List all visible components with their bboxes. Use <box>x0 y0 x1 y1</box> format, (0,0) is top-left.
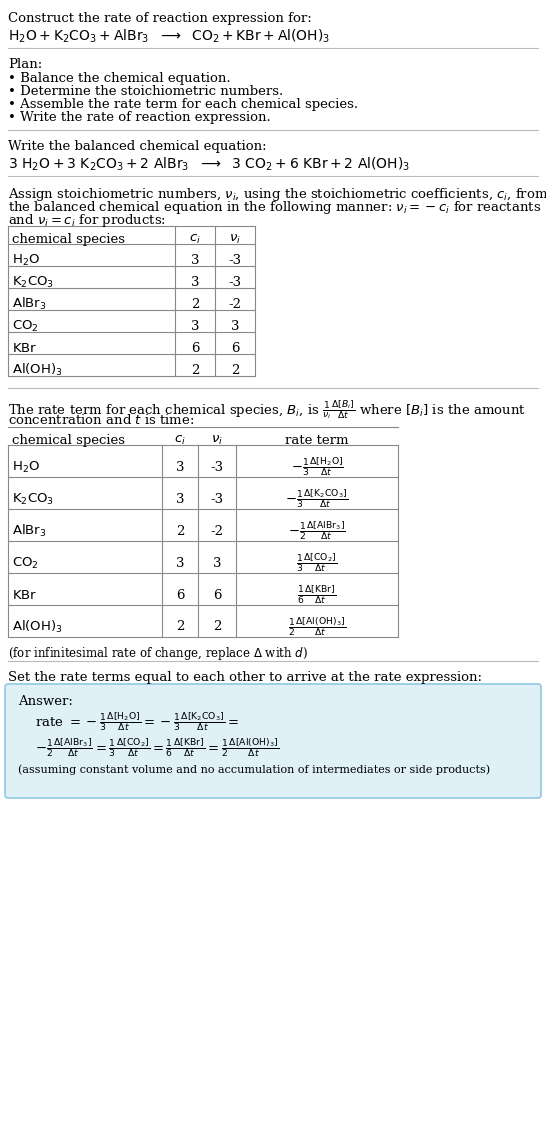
Text: the balanced chemical equation in the following manner: $\nu_i = -c_i$ for react: the balanced chemical equation in the fo… <box>8 199 541 216</box>
Text: • Assemble the rate term for each chemical species.: • Assemble the rate term for each chemic… <box>8 98 358 112</box>
Text: (for infinitesimal rate of change, replace $\Delta$ with $d$): (for infinitesimal rate of change, repla… <box>8 645 308 662</box>
Text: chemical species: chemical species <box>12 434 125 446</box>
Text: 3: 3 <box>213 556 221 569</box>
Text: 2: 2 <box>191 297 199 311</box>
Text: 2: 2 <box>191 363 199 377</box>
Text: $\frac{1}{6}\frac{\Delta[\mathrm{KBr}]}{\Delta t}$: $\frac{1}{6}\frac{\Delta[\mathrm{KBr}]}{… <box>298 584 337 607</box>
Text: $-\frac{1}{3}\frac{\Delta[\mathrm{H_2O}]}{\Delta t}$: $-\frac{1}{3}\frac{\Delta[\mathrm{H_2O}]… <box>290 455 343 478</box>
Text: $-\frac{1}{2}\frac{\Delta[\mathrm{AlBr_3}]}{\Delta t} = \frac{1}{3}\frac{\Delta[: $-\frac{1}{2}\frac{\Delta[\mathrm{AlBr_3… <box>35 736 280 759</box>
Text: $\frac{1}{2}\frac{\Delta[\mathrm{Al(OH)_3}]}{\Delta t}$: $\frac{1}{2}\frac{\Delta[\mathrm{Al(OH)_… <box>288 616 346 638</box>
Text: 3: 3 <box>176 556 184 569</box>
Text: -3: -3 <box>210 493 223 505</box>
Text: 3: 3 <box>191 254 199 266</box>
Text: $\mathrm{H_2O}$: $\mathrm{H_2O}$ <box>12 460 40 475</box>
Text: (assuming constant volume and no accumulation of intermediates or side products): (assuming constant volume and no accumul… <box>18 764 490 775</box>
Text: $-\frac{1}{2}\frac{\Delta[\mathrm{AlBr_3}]}{\Delta t}$: $-\frac{1}{2}\frac{\Delta[\mathrm{AlBr_3… <box>288 520 346 543</box>
Text: 3: 3 <box>191 320 199 332</box>
Text: $\mathrm{K_2CO_3}$: $\mathrm{K_2CO_3}$ <box>12 492 54 506</box>
Text: $c_i$: $c_i$ <box>174 434 186 446</box>
Text: 2: 2 <box>176 620 184 634</box>
Text: • Determine the stoichiometric numbers.: • Determine the stoichiometric numbers. <box>8 85 283 98</box>
Text: chemical species: chemical species <box>12 232 125 246</box>
Text: $\mathrm{KBr}$: $\mathrm{KBr}$ <box>12 588 37 602</box>
Text: $\mathrm{H_2O + K_2CO_3 + AlBr_3}$  $\longrightarrow$  $\mathrm{CO_2 + KBr + Al(: $\mathrm{H_2O + K_2CO_3 + AlBr_3}$ $\lon… <box>8 28 330 46</box>
Text: 3: 3 <box>176 461 184 473</box>
Text: $\mathrm{AlBr_3}$: $\mathrm{AlBr_3}$ <box>12 296 46 312</box>
Text: $\mathrm{H_2O}$: $\mathrm{H_2O}$ <box>12 253 40 267</box>
Text: 6: 6 <box>231 341 239 355</box>
Text: 6: 6 <box>213 588 221 602</box>
Text: rate term: rate term <box>285 434 349 446</box>
Text: 6: 6 <box>176 588 184 602</box>
Text: The rate term for each chemical species, $B_i$, is $\frac{1}{\nu_i}\frac{\Delta[: The rate term for each chemical species,… <box>8 398 526 421</box>
Text: $\nu_i$: $\nu_i$ <box>229 232 241 246</box>
Text: $\mathrm{AlBr_3}$: $\mathrm{AlBr_3}$ <box>12 523 46 539</box>
Text: $-\frac{1}{3}\frac{\Delta[\mathrm{K_2CO_3}]}{\Delta t}$: $-\frac{1}{3}\frac{\Delta[\mathrm{K_2CO_… <box>286 487 348 511</box>
Text: 3: 3 <box>191 275 199 289</box>
Text: $\mathrm{K_2CO_3}$: $\mathrm{K_2CO_3}$ <box>12 274 54 289</box>
Text: Set the rate terms equal to each other to arrive at the rate expression:: Set the rate terms equal to each other t… <box>8 671 482 684</box>
Text: concentration and $t$ is time:: concentration and $t$ is time: <box>8 413 194 427</box>
Text: Construct the rate of reaction expression for:: Construct the rate of reaction expressio… <box>8 13 312 25</box>
Text: 2: 2 <box>176 525 184 537</box>
Text: -2: -2 <box>211 525 223 537</box>
FancyBboxPatch shape <box>5 684 541 798</box>
Text: • Balance the chemical equation.: • Balance the chemical equation. <box>8 72 230 85</box>
Text: $c_i$: $c_i$ <box>189 232 201 246</box>
Text: $\frac{1}{3}\frac{\Delta[\mathrm{CO_2}]}{\Delta t}$: $\frac{1}{3}\frac{\Delta[\mathrm{CO_2}]}… <box>296 552 337 575</box>
Text: 2: 2 <box>231 363 239 377</box>
Text: • Write the rate of reaction expression.: • Write the rate of reaction expression. <box>8 112 271 124</box>
Text: Plan:: Plan: <box>8 58 42 71</box>
Text: rate $= -\frac{1}{3}\frac{\Delta[\mathrm{H_2O}]}{\Delta t} = -\frac{1}{3}\frac{\: rate $= -\frac{1}{3}\frac{\Delta[\mathrm… <box>35 710 239 733</box>
Text: $\mathrm{CO_2}$: $\mathrm{CO_2}$ <box>12 555 39 570</box>
Text: -3: -3 <box>228 275 241 289</box>
Text: Answer:: Answer: <box>18 695 73 708</box>
Text: 2: 2 <box>213 620 221 634</box>
Text: 3: 3 <box>176 493 184 505</box>
Text: Assign stoichiometric numbers, $\nu_i$, using the stoichiometric coefficients, $: Assign stoichiometric numbers, $\nu_i$, … <box>8 185 546 203</box>
Text: $\mathrm{KBr}$: $\mathrm{KBr}$ <box>12 341 37 355</box>
Text: -2: -2 <box>228 297 241 311</box>
Text: $\nu_i$: $\nu_i$ <box>211 434 223 446</box>
Text: $\mathrm{Al(OH)_3}$: $\mathrm{Al(OH)_3}$ <box>12 362 63 378</box>
Text: -3: -3 <box>228 254 241 266</box>
Text: $\mathrm{CO_2}$: $\mathrm{CO_2}$ <box>12 319 39 333</box>
Text: $\mathrm{Al(OH)_3}$: $\mathrm{Al(OH)_3}$ <box>12 619 63 635</box>
Text: Write the balanced chemical equation:: Write the balanced chemical equation: <box>8 140 266 152</box>
Text: 3: 3 <box>231 320 239 332</box>
Text: 6: 6 <box>191 341 199 355</box>
Text: -3: -3 <box>210 461 223 473</box>
Text: $3\ \mathrm{H_2O} + 3\ \mathrm{K_2CO_3} + 2\ \mathrm{AlBr_3}$  $\longrightarrow$: $3\ \mathrm{H_2O} + 3\ \mathrm{K_2CO_3} … <box>8 156 410 173</box>
Text: and $\nu_i = c_i$ for products:: and $\nu_i = c_i$ for products: <box>8 212 166 229</box>
